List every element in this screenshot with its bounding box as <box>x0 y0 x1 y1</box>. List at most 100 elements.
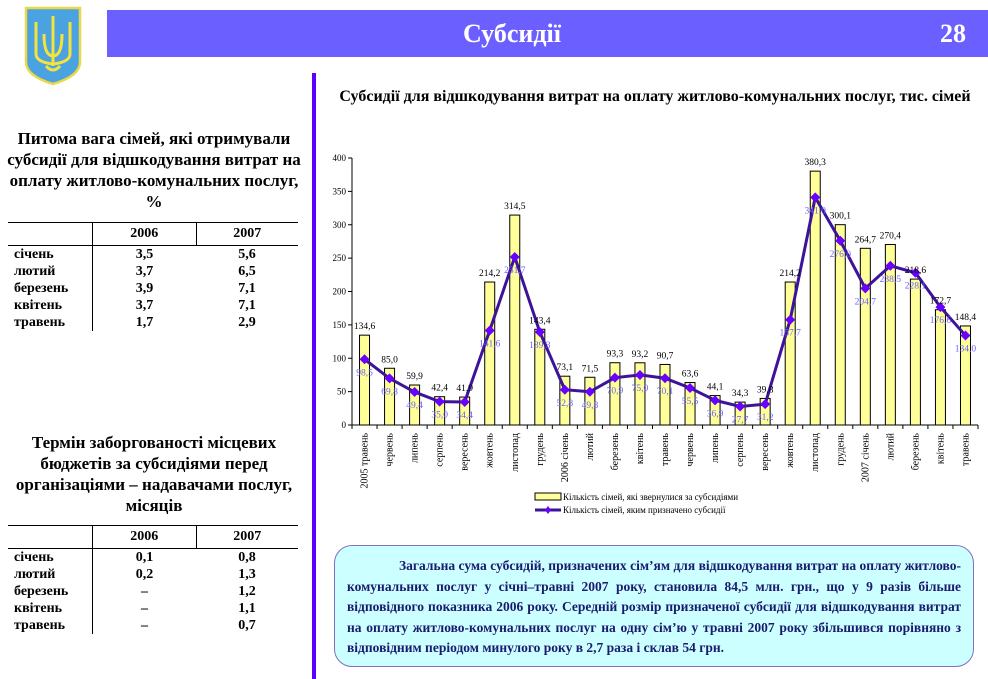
bar-data-label: 73,1 <box>557 363 574 373</box>
line-marker <box>810 192 821 203</box>
bar <box>784 281 796 426</box>
x-tick-label: грудень <box>835 433 846 466</box>
bar <box>809 170 821 426</box>
bar <box>584 376 596 426</box>
bar-data-label: 214,2 <box>479 269 501 279</box>
y-tick-label: 50 <box>337 387 347 397</box>
line-marker <box>484 325 495 336</box>
chart-title: Субсидії для відшкодування витрат на опл… <box>339 88 971 105</box>
bar-data-label: 93,3 <box>607 350 624 360</box>
y-tick-label: 250 <box>333 253 347 263</box>
x-tick-label: вересень <box>760 433 771 471</box>
chart: 0 50 100 150 200 250 300 350 400 134,6 85,0 59,9 42,… <box>333 153 979 515</box>
bar <box>609 362 621 426</box>
page-title: Субсидії <box>463 19 561 48</box>
line-marker <box>660 373 670 384</box>
line-data-label: 49,4 <box>406 401 423 411</box>
ukraine-trident-coat-of-arms-icon <box>24 6 82 86</box>
line-marker <box>835 235 846 246</box>
bar-data-label: 63,6 <box>682 370 699 380</box>
x-tick-label: червень <box>685 433 696 467</box>
cell-value: 0,1 <box>135 550 154 565</box>
line-data-label: 204,7 <box>855 297 877 307</box>
x-tick-label: березень <box>910 433 921 471</box>
cell-value: 3,7 <box>135 264 154 279</box>
legend-line-label: Кількість сімей, яким призначено субсиді… <box>563 505 726 515</box>
x-tick-label: липень <box>710 433 721 463</box>
y-tick-label: 0 <box>342 420 347 430</box>
cell-value: 7,1 <box>238 298 256 313</box>
cell-value: 3,7 <box>135 298 154 313</box>
line-data-label: 35,0 <box>431 411 448 421</box>
cell-value: – <box>141 601 149 616</box>
table-row: квітень – 1,1 <box>8 600 298 617</box>
cell-value: 3,5 <box>135 247 154 262</box>
cell-value: 0,2 <box>135 567 154 582</box>
x-tick-label: жовтень <box>485 433 496 469</box>
y-tick-label: 400 <box>333 153 347 163</box>
bar <box>909 278 921 426</box>
table1-title: Питома вага сімей, які отримували субсид… <box>7 129 301 211</box>
x-tick-label: серпень <box>735 433 746 467</box>
row-label: травень <box>8 314 93 331</box>
bar <box>659 363 671 426</box>
line-marker <box>860 283 871 294</box>
x-tick-label: жовтень <box>785 433 796 469</box>
bar-data-label: 59,9 <box>406 372 423 382</box>
line-marker <box>359 354 370 365</box>
x-tick-label: лютий <box>585 432 596 460</box>
bar-data-label: 264,7 <box>855 235 877 245</box>
line-data-label: 31,2 <box>757 413 774 423</box>
bar <box>834 224 846 426</box>
bar-data-label: 90,7 <box>657 351 674 361</box>
cell-value: 1,3 <box>238 567 256 582</box>
line-marker <box>685 382 696 393</box>
bar-data-label: 380,3 <box>805 158 827 168</box>
y-tick-label: 300 <box>333 220 347 230</box>
cell-value: 2,9 <box>238 315 256 330</box>
table-row: березень – 1,2 <box>8 583 298 600</box>
table2: 2006 2007 січень 0,1 0,8 лютий 0,2 1,3 березен… <box>8 525 298 634</box>
line-data-label: 98,5 <box>356 368 373 378</box>
x-tick-label: 2006 січень <box>560 433 571 483</box>
bar-data-label: 300,1 <box>830 212 852 222</box>
line-marker <box>760 399 771 410</box>
table2-title: Термін заборгованості місцевих бюджетів … <box>15 433 293 515</box>
cell-value: 3,9 <box>135 281 154 296</box>
legend-bar-swatch <box>534 492 562 501</box>
bar <box>409 384 421 426</box>
row-label: квітень <box>8 297 93 314</box>
line-data-label: 70,1 <box>657 387 674 397</box>
legend-bar-label: Кількість сімей, які звернулися за субси… <box>563 492 738 502</box>
line-data-label: 251,7 <box>504 266 526 276</box>
line-data-label: 52,8 <box>557 399 574 409</box>
cell-value: 1,7 <box>135 315 154 330</box>
line-data-label: 36,9 <box>707 409 724 419</box>
table-row: лютий 3,7 6,5 <box>8 263 298 280</box>
line-marker <box>885 260 896 271</box>
bar <box>959 325 971 426</box>
bar <box>934 309 946 426</box>
table1: 2006 2007 січень 3,5 5,6 лютий 3,7 6,5 березен… <box>8 222 298 331</box>
bar-data-label: 93,2 <box>632 350 649 360</box>
bar-data-label: 39,8 <box>757 385 774 395</box>
row-label: січень <box>8 548 93 566</box>
line-data-label: 238,5 <box>880 275 902 285</box>
x-tick-label: листопад <box>510 433 521 472</box>
x-tick-label: 2005 травень <box>360 433 371 489</box>
table-row: січень 0,1 0,8 <box>8 548 298 566</box>
row-label: січень <box>8 245 93 263</box>
bar-data-label: 143,4 <box>529 316 551 326</box>
line-marker <box>634 369 645 380</box>
line-data-label: 341,0 <box>805 206 827 216</box>
bar-data-label: 34,3 <box>732 389 749 399</box>
line-marker <box>409 387 420 398</box>
bar <box>384 367 396 426</box>
line-marker <box>785 314 796 325</box>
bar-data-label: 71,5 <box>582 364 599 374</box>
line-data-label: 141,6 <box>479 339 501 349</box>
cell-value: – <box>141 584 149 599</box>
bar-data-label: 42,4 <box>431 384 448 394</box>
line-marker <box>509 251 520 262</box>
page-number: 28 <box>940 19 966 48</box>
